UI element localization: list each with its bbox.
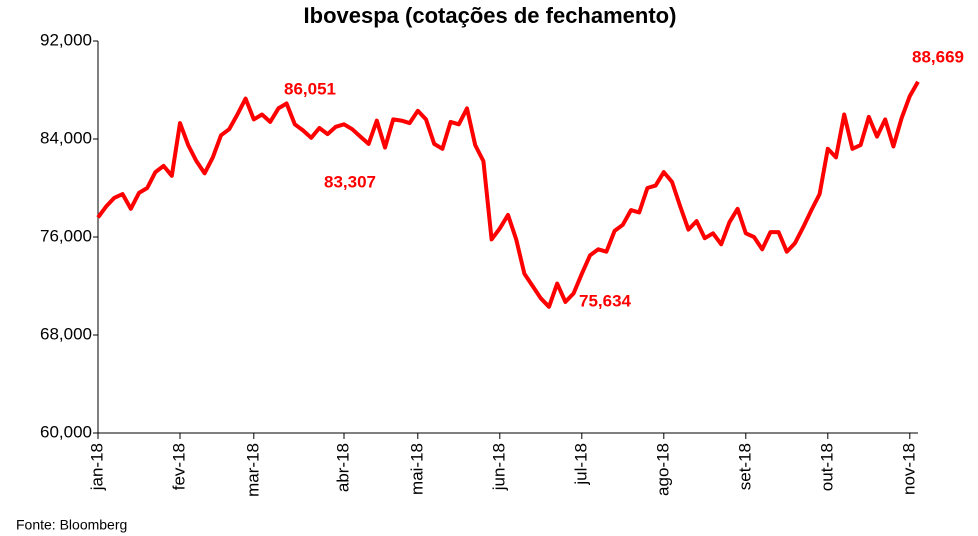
x-tick-label: nov-18 [899,443,918,495]
x-tick-label: jun-18 [489,443,508,491]
source: Fonte: Bloomberg [16,517,127,533]
annotation: 86,051 [284,79,336,98]
x-tick-label: out-18 [817,443,836,491]
x-tick-label: set-18 [735,443,754,490]
x-tick-label: mai-18 [407,443,426,495]
x-tick-label: jul-18 [571,443,590,486]
annotation: 88,669 [912,47,964,66]
y-tick-label: 76,000 [40,226,92,245]
y-tick-label: 84,000 [40,128,92,147]
x-tick-label: fev-18 [169,443,188,490]
y-tick-label: 92,000 [40,30,92,49]
x-tick-label: ago-18 [653,443,672,496]
x-tick-label: abr-18 [333,443,352,492]
x-tick-label: mar-18 [243,443,262,497]
line-series [96,80,920,309]
y-tick-label: 68,000 [40,324,92,343]
annotation: 75,634 [579,291,632,310]
y-tick-label: 60,000 [40,422,92,441]
x-tick-label: jan-18 [87,443,106,491]
chart-title: Ibovespa (cotações de fechamento) [304,3,677,28]
annotation: 83,307 [324,172,376,191]
